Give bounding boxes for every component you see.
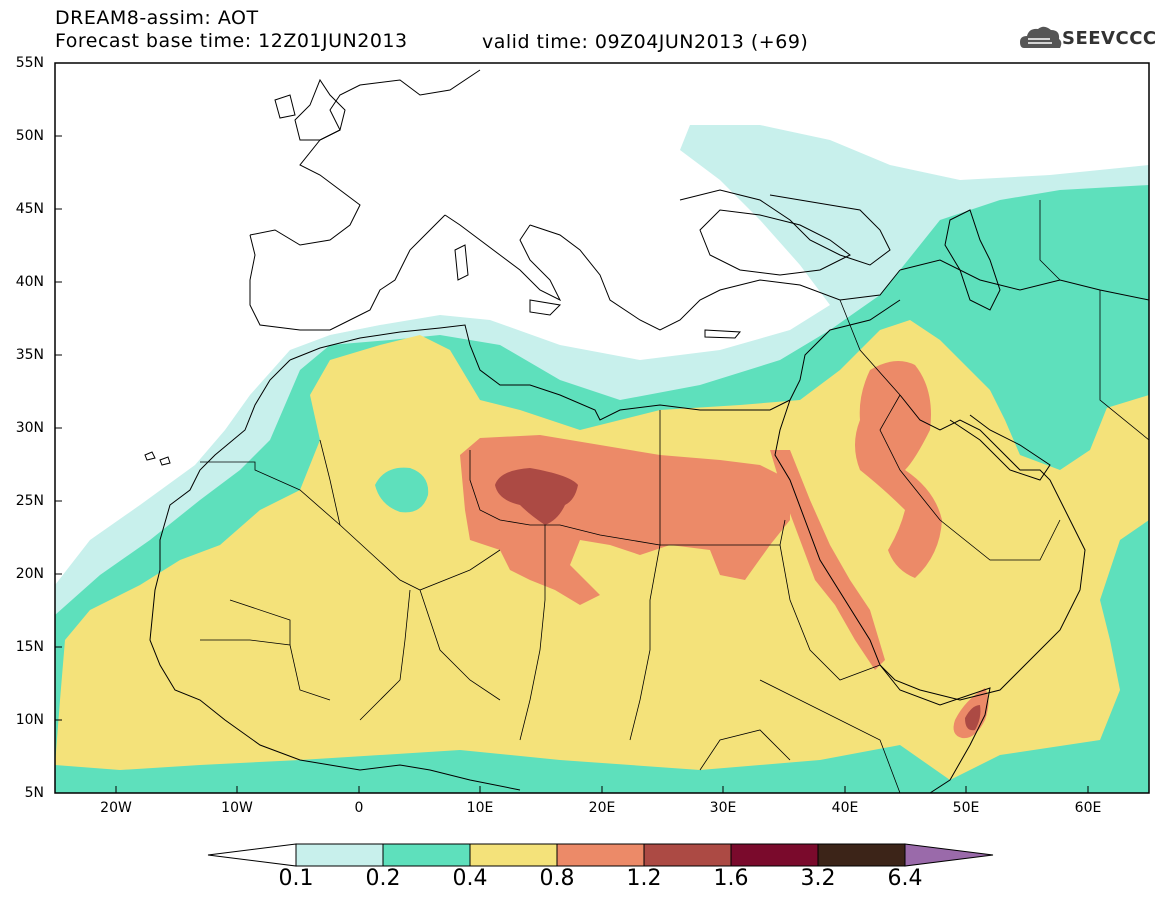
aot-1.2-area — [495, 468, 578, 525]
legend-label: 1.2 — [626, 866, 662, 891]
lat-label: 5N — [24, 785, 44, 801]
lat-label: 35N — [15, 347, 44, 363]
aot-1.2-area-somalia — [965, 705, 981, 731]
legend-label: 6.4 — [887, 866, 923, 891]
lat-label: 55N — [15, 55, 44, 71]
valid-time: valid time: 09Z04JUN2013 (+69) — [482, 31, 809, 53]
aot-0.2-patch-iran — [985, 300, 1149, 470]
lat-label: 50N — [15, 128, 44, 144]
lon-label: 40E — [831, 800, 859, 816]
forecast-base-time: Forecast base time: 12Z01JUN2013 — [55, 30, 408, 52]
country-borders — [200, 200, 1149, 793]
aot-0.2-patch-sahara — [375, 467, 429, 513]
lat-label: 25N — [15, 493, 44, 509]
lon-label: 20E — [588, 800, 616, 816]
coastlines — [144, 69, 1149, 793]
lat-label: 40N — [15, 274, 44, 290]
legend-label: 3.2 — [800, 866, 836, 891]
aot-0.8-area-redsea — [770, 450, 885, 670]
lat-label: 10N — [15, 712, 44, 728]
logo-text: SEEVCCC — [1062, 28, 1157, 49]
lon-label: 50E — [952, 800, 980, 816]
axis-ticks — [55, 62, 1089, 793]
legend-label: 0.1 — [278, 866, 314, 891]
lat-label: 45N — [15, 201, 44, 217]
lon-label: 30E — [709, 800, 737, 816]
legend-label: 0.8 — [539, 866, 575, 891]
map-title: DREAM8-assim: AOT — [55, 7, 259, 29]
lat-label: 20N — [15, 566, 44, 582]
lon-label: 60E — [1074, 800, 1102, 816]
legend-label: 0.4 — [452, 866, 488, 891]
lon-label: 20W — [100, 800, 132, 816]
lat-label: 30N — [15, 420, 44, 436]
lat-label: 15N — [15, 639, 44, 655]
aot-0.8-area-arabia — [855, 361, 942, 578]
lon-label: 0 — [354, 800, 364, 816]
legend-label: 0.2 — [365, 866, 401, 891]
lon-label: 10W — [221, 800, 253, 816]
seevccc-cloud-logo-icon — [1020, 26, 1062, 48]
legend-label: 1.6 — [713, 866, 749, 891]
lon-label: 10E — [466, 800, 494, 816]
